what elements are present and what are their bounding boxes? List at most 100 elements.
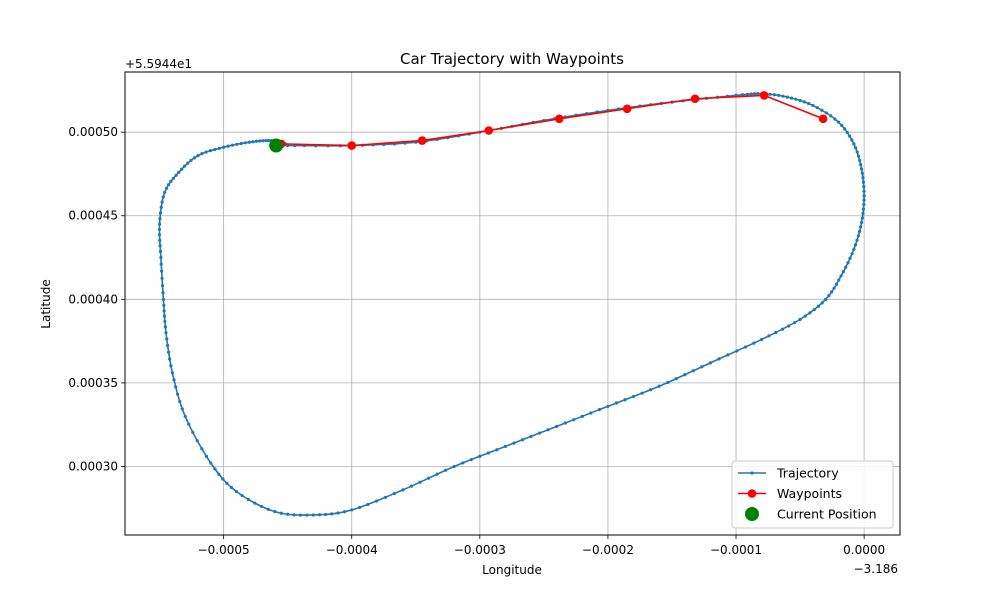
trajectory-point — [427, 476, 431, 480]
trajectory-point — [230, 143, 235, 147]
trajectory-point — [264, 138, 268, 143]
trajectory-point — [845, 130, 849, 135]
legend-label-waypoints: Waypoints — [777, 486, 842, 501]
trajectory-point — [160, 284, 165, 288]
trajectory-point — [225, 481, 229, 485]
trajectory-point — [808, 311, 812, 315]
trajectory-point — [204, 150, 208, 154]
trajectory-point — [735, 349, 739, 353]
trajectory-point — [392, 491, 396, 496]
x-tick-label: −0.0002 — [582, 543, 634, 557]
waypoint-marker — [347, 141, 357, 150]
trajectory-point — [857, 229, 862, 233]
trajectory-point — [787, 324, 791, 328]
trajectory-point — [401, 488, 405, 492]
trajectory-point — [324, 512, 328, 517]
trajectory-point — [860, 171, 864, 175]
trajectory-point — [606, 404, 610, 408]
waypoint-marker — [690, 94, 700, 104]
trajectory-point — [768, 92, 772, 96]
trajectory-point — [182, 164, 187, 168]
trajectory-point — [383, 495, 388, 499]
waypoint-marker — [554, 114, 564, 124]
trajectory-point — [832, 286, 836, 290]
trajectory-point — [239, 141, 243, 146]
trajectory-point — [767, 334, 771, 338]
trajectory-point — [191, 430, 195, 434]
trajectory-point — [745, 92, 750, 96]
axes-frame — [124, 71, 901, 536]
trajectory-point — [852, 247, 856, 251]
trajectory-point — [785, 95, 789, 99]
trajectory-point — [555, 424, 559, 428]
trajectory-point — [855, 150, 859, 154]
trajectory-point — [816, 304, 821, 308]
x-tick-label: −0.0005 — [198, 543, 250, 557]
trajectory-point — [792, 321, 797, 325]
trajectory-point — [862, 194, 866, 198]
legend-label-trajectory: Trajectory — [776, 466, 839, 481]
trajectory-point — [856, 154, 861, 158]
trajectory-point — [772, 93, 777, 97]
trajectory-point — [435, 472, 439, 476]
y-offset-label: +5.5944e1 — [125, 57, 192, 71]
trajectory-point — [802, 100, 806, 104]
trajectory-point — [169, 364, 173, 368]
trajectory-point — [780, 327, 785, 331]
trajectory-point — [266, 138, 271, 143]
trajectory-point — [740, 93, 745, 97]
trajectory-point — [708, 361, 713, 365]
trajectory-point — [837, 278, 841, 282]
trajectory-point — [774, 330, 778, 335]
trajectory-point — [163, 190, 167, 194]
trajectory-point — [166, 350, 171, 354]
trajectory-point — [174, 385, 178, 389]
trajectory-point — [862, 189, 866, 193]
trajectory-point — [495, 448, 499, 452]
trajectory-point — [859, 220, 864, 225]
trajectory-point — [213, 467, 217, 471]
trajectory-point — [520, 438, 525, 442]
trajectory-point — [235, 142, 239, 146]
trajectory-point — [180, 167, 184, 171]
trajectory-point — [781, 94, 785, 98]
trajectory-point — [279, 511, 283, 515]
trajectory-point — [726, 353, 730, 357]
trajectory-point — [163, 319, 167, 324]
trajectory-point — [172, 378, 176, 382]
trajectory-point — [580, 414, 584, 418]
trajectory-point — [163, 325, 167, 329]
trajectory-point — [858, 158, 862, 162]
waypoint-marker — [818, 114, 828, 124]
y-tick-label: 0.00050 — [68, 125, 118, 139]
trajectory-point — [246, 497, 250, 502]
trajectory-point — [160, 276, 164, 281]
trajectory-point — [160, 269, 164, 273]
trajectory-point — [200, 447, 204, 451]
legend-swatch-waypoints — [738, 489, 766, 498]
x-axis-title: Longitude — [482, 563, 542, 577]
trajectory-point — [700, 365, 704, 369]
trajectory-point — [158, 249, 163, 254]
legend-current-marker — [745, 507, 759, 521]
trajectory-point — [862, 203, 866, 207]
trajectory-point — [161, 291, 165, 295]
x-tick-label: −0.0004 — [326, 543, 378, 557]
trajectory-point — [409, 484, 414, 488]
trajectory-point — [862, 185, 866, 189]
waypoints-line — [281, 94, 824, 147]
trajectory-point — [861, 180, 866, 184]
trajectory-point — [229, 485, 234, 490]
trajectory-point — [162, 314, 167, 318]
trajectory-point — [756, 92, 760, 96]
trajectory-point — [840, 123, 844, 128]
trajectory-point — [657, 384, 661, 388]
trajectory-point — [195, 439, 199, 443]
trajectory-point — [830, 290, 834, 294]
trajectory-point — [342, 510, 347, 514]
trajectory-point — [350, 508, 354, 512]
trajectory-point — [226, 144, 230, 148]
trajectory-point — [683, 373, 687, 377]
trajectory-point — [812, 307, 816, 312]
trajectory-point — [623, 398, 627, 402]
